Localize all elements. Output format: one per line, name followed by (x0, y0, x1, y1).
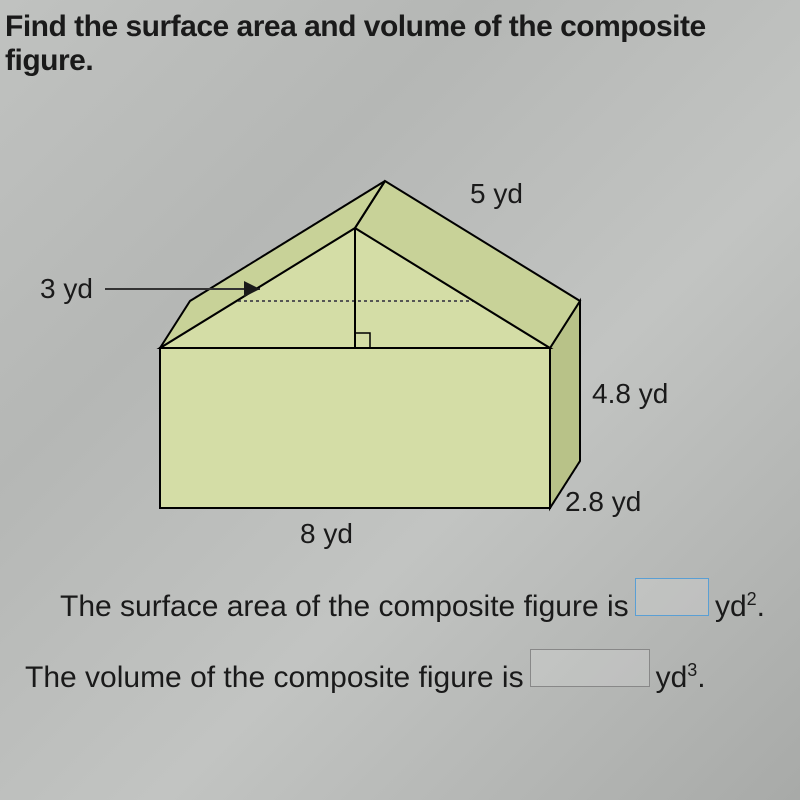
question-title: Find the surface area and volume of the … (0, 0, 800, 78)
volume-text: The volume of the composite figure is (25, 661, 524, 695)
answer-section: The surface area of the composite figure… (0, 558, 800, 695)
surface-area-unit: yd2. (715, 589, 765, 624)
surface-area-row: The surface area of the composite figure… (60, 578, 765, 624)
label-box-height: 4.8 yd (592, 378, 668, 410)
composite-figure: 5 yd 3 yd 4.8 yd 2.8 yd 8 yd (0, 118, 800, 558)
volume-row: The volume of the composite figure is yd… (25, 649, 765, 695)
label-box-width: 8 yd (300, 518, 353, 550)
label-roof-height: 3 yd (40, 273, 93, 305)
surface-area-input[interactable] (635, 578, 709, 616)
volume-unit: yd3. (656, 660, 706, 695)
label-box-depth: 2.8 yd (565, 486, 641, 518)
surface-area-text: The surface area of the composite figure… (60, 590, 629, 624)
figure-svg (0, 118, 800, 558)
label-slant: 5 yd (470, 178, 523, 210)
volume-input[interactable] (530, 649, 650, 687)
